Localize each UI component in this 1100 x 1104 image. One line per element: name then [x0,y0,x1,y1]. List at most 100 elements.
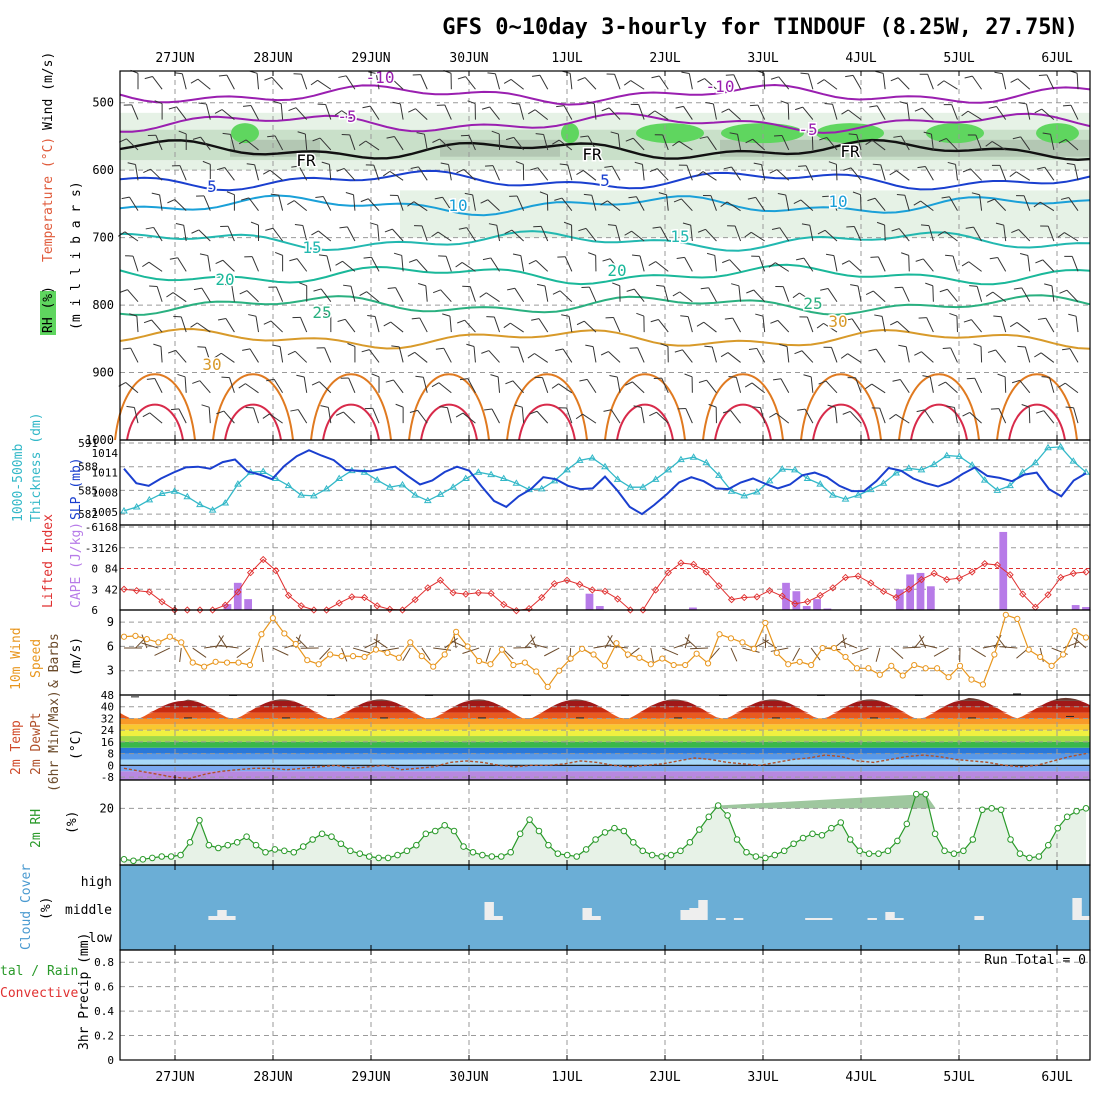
temp2m-unit: (°C) [69,729,84,760]
rh2m-point [593,837,599,843]
top-date-label: 3JUL [747,51,778,66]
surface-wind-barb [852,648,868,654]
wind-speed-point [602,663,607,668]
wind10m-label-c: & Barbs [47,633,62,688]
rh2m-high-fill [708,794,935,808]
wind-speed-point [454,629,459,634]
wind-speed-point [408,640,413,645]
pressure-tick-label: 800 [92,298,114,312]
middle-cloud-bar [582,908,591,920]
surface-wind-barb [971,648,985,657]
cloud-background [120,865,1090,950]
wind-speed-point [499,647,504,652]
rh2m-point [932,831,938,837]
rh2m-point [480,852,486,858]
cloud-level-label: middle [65,903,112,918]
rh2m-point [725,813,731,819]
rh2m-point [1036,854,1042,860]
rh2m-point [923,791,929,797]
top-date-label: 27JUN [155,51,194,66]
wind-speed-point [797,659,802,664]
rh2m-point [819,832,825,838]
wind-speed-point [144,637,149,642]
wind-speed-point [202,664,207,669]
wind-barb [933,286,934,302]
middle-cloud-bar [734,918,743,920]
rh2m-point [546,842,552,848]
top-date-label: 5JUL [943,51,974,66]
middle-cloud-bar [868,918,877,920]
wind-barb-flag [774,135,782,136]
rh2m-point [1017,851,1023,857]
wind-speed-point [293,641,298,646]
surface-wind-barb [353,648,370,653]
rh-high-patch [561,123,579,143]
wind-speed-point [350,654,355,659]
middle-cloud-bar [680,910,689,920]
wind-speed-point [259,632,264,637]
wind-speed-point [717,632,722,637]
rh2m-point [649,852,655,858]
wind-speed-point [866,666,871,671]
middle-cloud-bar [894,918,903,920]
bottom-date-label: 3JUL [747,1070,778,1085]
wind-barb [885,225,886,241]
surface-wind-barb [891,648,903,659]
rh2m-point [734,837,740,843]
rh2m-point [329,834,335,840]
rh2m-point [866,851,872,857]
wind-speed-point [1015,616,1020,621]
wind-tick-label: 9 [107,615,114,629]
rh2m-point [395,852,401,858]
rh2m-point [366,854,372,860]
slp-tick-label: 1008 [92,486,119,499]
wind-speed-point [167,634,172,639]
surface-wind-barb [531,635,537,648]
wind-speed-point [694,651,699,656]
rh2m-point [225,842,231,848]
surface-wind-barb [903,647,921,648]
upper-wind-label: Wind (m/s) [41,52,56,130]
rh2m-point [857,848,863,854]
surface-wind-barb [403,648,411,661]
run-total-annotation: Run Total = 0 [984,953,1086,968]
temperature-fill-warm [120,698,1090,701]
bottom-date-label: 28JUN [253,1070,292,1085]
middle-cloud-bar [689,908,698,920]
wind-speed-point [396,655,401,660]
rh2m-point [263,849,269,855]
temp2m-label-a: 2m Temp [9,720,24,775]
pressure-tick-label: 700 [92,231,114,245]
rh2m-point [800,835,806,841]
wind-barb [1029,407,1030,423]
middle-cloud-bar [591,916,600,920]
rh2m-point [216,845,222,851]
lifted-index-line [124,560,1086,611]
wind-barb-flag [726,75,734,76]
wind-speed-point [728,636,733,641]
rh2m-point [348,848,354,854]
rh2m-point [282,848,288,854]
wind-speed-point [763,620,768,625]
wind-speed-point [190,660,195,665]
wind-speed-point [648,662,653,667]
rh2m-point [1027,855,1033,861]
slp-tick-label: 1014 [92,447,119,460]
wind-speed-point [511,662,516,667]
rh2m-point [979,807,985,813]
wind-speed-point [419,654,424,659]
temperature-band [120,718,1090,724]
rh2m-point [536,828,542,834]
wind-speed-point [465,644,470,649]
wind10m-unit: (m/s) [69,637,84,676]
surface-wind-barb [381,648,399,651]
rh2m-point [1055,825,1061,831]
li-tick-label: -3 [85,542,98,555]
rh2m-point [630,840,636,846]
wind-speed-point [614,641,619,646]
wind-speed-point [476,658,481,663]
rh2m-point [140,857,146,863]
middle-cloud-bar [485,902,494,920]
top-date-label: 4JUL [845,51,876,66]
